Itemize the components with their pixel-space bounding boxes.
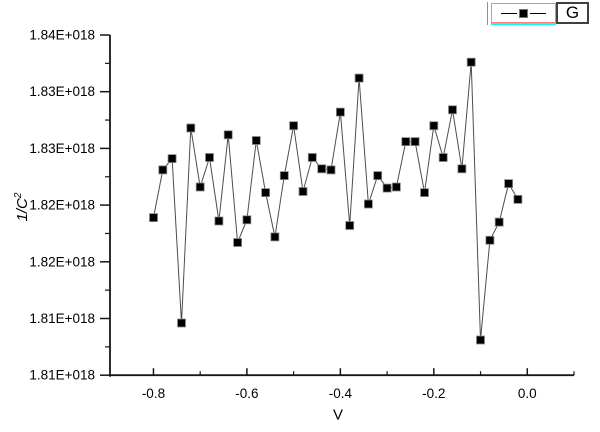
data-point-marker bbox=[354, 73, 364, 83]
data-point-marker bbox=[317, 164, 327, 174]
legend-line-sample bbox=[501, 12, 517, 14]
data-point-marker bbox=[391, 182, 401, 192]
data-point-marker bbox=[242, 215, 252, 225]
data-point-marker bbox=[158, 165, 168, 175]
x-tick-label: -0.2 bbox=[422, 386, 445, 401]
x-axis-title: V bbox=[332, 406, 344, 424]
data-point-marker bbox=[307, 153, 317, 162]
legend-line-sample bbox=[530, 12, 546, 14]
x-tick-label: 0.0 bbox=[518, 386, 537, 401]
data-point-marker bbox=[504, 179, 514, 189]
data-point-marker bbox=[214, 216, 224, 226]
data-point-marker bbox=[289, 121, 299, 131]
data-point-marker bbox=[410, 137, 420, 147]
y-tick-label: 1.82E+018 bbox=[29, 254, 95, 269]
y-axis-title-base: 1/C bbox=[14, 198, 31, 222]
data-point-marker bbox=[438, 153, 448, 162]
data-point-marker bbox=[270, 232, 280, 242]
data-point-marker bbox=[326, 165, 336, 175]
data-point-marker bbox=[401, 137, 411, 147]
legend-sample-box[interactable] bbox=[491, 3, 556, 23]
data-point-marker bbox=[513, 194, 523, 204]
data-point-marker bbox=[205, 153, 214, 162]
y-axis-title-sup: 2 bbox=[13, 192, 24, 199]
data-point-marker bbox=[373, 171, 383, 181]
data-point-marker bbox=[251, 136, 261, 145]
data-point-marker bbox=[233, 238, 243, 247]
data-point-marker bbox=[494, 217, 504, 227]
data-point-marker bbox=[345, 221, 355, 230]
y-tick-label: 1.83E+018 bbox=[29, 141, 95, 156]
data-point-marker bbox=[177, 318, 186, 328]
data-point-marker bbox=[167, 154, 177, 164]
data-point-marker bbox=[298, 187, 308, 196]
x-tick-label: -0.4 bbox=[329, 386, 353, 401]
data-point-marker bbox=[382, 183, 392, 193]
data-point-marker bbox=[429, 121, 439, 131]
legend-marker-sample bbox=[519, 8, 528, 18]
data-point-marker bbox=[279, 171, 289, 181]
y-tick-label: 1.81E+018 bbox=[29, 368, 95, 383]
data-point-marker bbox=[186, 123, 196, 133]
y-tick-label: 1.82E+018 bbox=[29, 198, 95, 213]
legend-underline bbox=[491, 23, 556, 25]
data-point-marker bbox=[223, 130, 233, 140]
y-tick-label: 1.84E+018 bbox=[29, 28, 95, 43]
data-point-marker bbox=[335, 107, 345, 117]
legend-label-box[interactable]: G bbox=[556, 2, 589, 24]
x-tick-label: -0.8 bbox=[142, 386, 165, 401]
legend-label: G bbox=[565, 3, 580, 22]
data-point-marker bbox=[457, 164, 467, 174]
data-point-marker bbox=[195, 182, 205, 192]
legend[interactable]: G bbox=[487, 2, 590, 25]
data-point-marker bbox=[363, 199, 373, 209]
x-tick-label: -0.6 bbox=[235, 386, 258, 401]
data-point-marker bbox=[448, 105, 457, 115]
data-point-marker bbox=[420, 188, 429, 198]
y-tick-label: 1.83E+018 bbox=[29, 84, 95, 99]
data-point-marker bbox=[476, 335, 485, 345]
y-tick-label: 1.81E+018 bbox=[29, 311, 95, 326]
data-point-marker bbox=[485, 235, 495, 245]
series-line bbox=[153, 62, 519, 341]
y-axis-title: 1/C2 bbox=[13, 193, 31, 222]
data-point-marker bbox=[466, 57, 476, 67]
data-point-marker bbox=[261, 188, 271, 198]
legend-left-bar bbox=[487, 2, 488, 25]
data-point-marker bbox=[149, 213, 158, 223]
